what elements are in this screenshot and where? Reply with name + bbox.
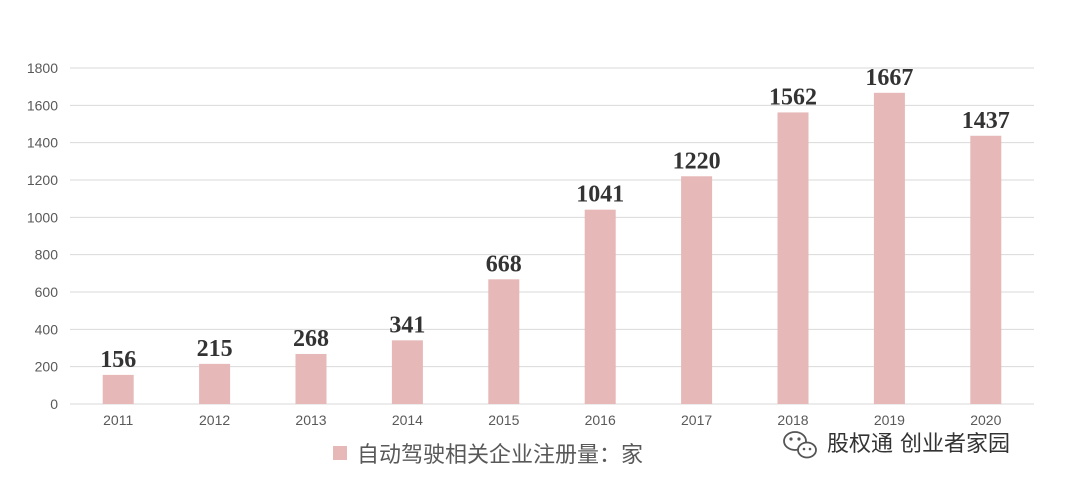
bar — [584, 209, 616, 404]
data-label: 1562 — [769, 84, 817, 110]
y-tick-label: 1200 — [27, 172, 58, 188]
x-axis: 2011 2012 2013 2014 2015 2016 2017 2018 2019 2020 — [103, 412, 1001, 428]
x-tick-label: 2015 — [488, 412, 519, 428]
y-axis: 0 200 400 600 800 1000 1200 1400 1600 1800 — [27, 60, 58, 412]
data-label: 268 — [293, 326, 329, 352]
data-labels: 156 215 268 341 668 1041 1220 1562 1667 1437 — [100, 65, 1010, 373]
data-label: 156 — [100, 347, 136, 373]
data-label: 215 — [197, 336, 233, 362]
data-label: 668 — [486, 251, 522, 277]
gridlines — [70, 67, 1034, 405]
x-tick-label: 2018 — [777, 412, 808, 428]
x-tick-label: 2011 — [103, 412, 133, 428]
bar — [199, 363, 231, 404]
data-label: 1220 — [673, 148, 721, 174]
data-label: 1041 — [576, 182, 624, 208]
legend-label: 自动驾驶相关企业注册量：家 — [357, 443, 643, 468]
bar — [970, 135, 1002, 404]
bar — [102, 374, 134, 404]
x-tick-label: 2014 — [392, 412, 423, 428]
bar — [873, 92, 905, 405]
bar — [681, 176, 713, 404]
watermark: 股权通 创业者家园 — [783, 431, 1010, 459]
bars — [102, 92, 1002, 405]
bar — [777, 112, 809, 404]
y-tick-label: 800 — [35, 247, 59, 263]
y-tick-label: 1600 — [27, 97, 58, 113]
legend: 自动驾驶相关企业注册量：家 — [333, 443, 643, 468]
data-label: 1437 — [962, 108, 1010, 134]
x-tick-label: 2012 — [199, 412, 230, 428]
bar — [391, 340, 423, 404]
y-tick-label: 1000 — [27, 209, 58, 225]
wechat-icon — [783, 431, 817, 459]
bar — [295, 353, 327, 404]
data-label: 1667 — [865, 65, 913, 91]
x-tick-label: 2017 — [681, 412, 712, 428]
x-tick-label: 2020 — [970, 412, 1001, 428]
bar — [488, 279, 520, 404]
x-tick-label: 2016 — [585, 412, 616, 428]
x-tick-label: 2019 — [874, 412, 905, 428]
y-tick-label: 400 — [35, 321, 59, 337]
y-tick-label: 1800 — [27, 60, 58, 76]
y-tick-label: 1400 — [27, 135, 58, 151]
watermark-text: 股权通 创业者家园 — [827, 432, 1010, 457]
y-tick-label: 0 — [50, 396, 58, 412]
x-tick-label: 2013 — [295, 412, 326, 428]
y-tick-label: 600 — [35, 284, 59, 300]
data-label: 341 — [389, 312, 425, 338]
y-tick-label: 200 — [35, 359, 59, 375]
legend-swatch — [333, 446, 347, 460]
